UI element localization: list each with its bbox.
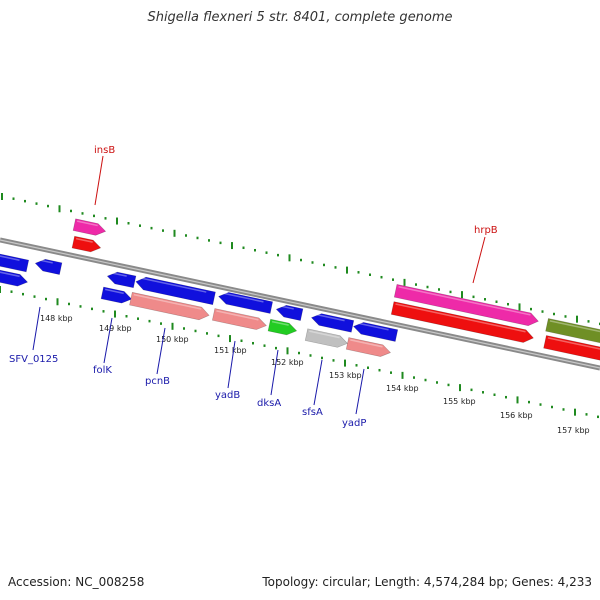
gene-label-SFV_0125[interactable]: SFV_0125 bbox=[9, 354, 58, 365]
gene-blue-3[interactable] bbox=[275, 303, 304, 321]
gene-sfsA-grey[interactable] bbox=[304, 328, 349, 349]
kbp-label-149: 149 kbp bbox=[99, 324, 132, 333]
gene-salmon-2-highlight bbox=[216, 310, 259, 321]
gene-hrpB-pink[interactable] bbox=[393, 284, 539, 327]
leader-yadP bbox=[355, 368, 365, 415]
kbp-label-151: 151 kbp bbox=[214, 346, 247, 355]
genome-summary-text: Topology: circular; Length: 4,574,284 bp… bbox=[262, 575, 592, 589]
gene-insB-pink[interactable] bbox=[72, 218, 107, 237]
gene-label-pcnB[interactable]: pcnB bbox=[145, 376, 170, 387]
gene-hrpB-pink-highlight bbox=[398, 286, 531, 316]
inner-tick-row bbox=[0, 286, 599, 419]
gene-yadB-top[interactable] bbox=[217, 290, 274, 314]
gene-olive-highlight bbox=[549, 320, 600, 338]
gene-red-right[interactable] bbox=[543, 335, 600, 366]
gene-sfsA-grey-highlight bbox=[309, 330, 340, 339]
gene-salmon-3[interactable] bbox=[345, 337, 392, 359]
gene-insB-red-highlight bbox=[75, 237, 93, 243]
gene-blue-SFV[interactable] bbox=[34, 257, 63, 275]
gene-insB-pink-highlight bbox=[76, 220, 98, 227]
outer-tick-row bbox=[1, 193, 600, 326]
gene-salmon-1-highlight bbox=[133, 293, 202, 310]
gene-dksA[interactable] bbox=[267, 318, 298, 337]
kbp-label-148: 148 kbp bbox=[40, 314, 73, 323]
gene-olive[interactable] bbox=[545, 318, 600, 349]
gene-red-right-highlight bbox=[547, 337, 600, 355]
kbp-label-153: 153 kbp bbox=[329, 371, 362, 380]
leader-dksA bbox=[270, 349, 279, 396]
kbp-label-152: 152 kbp bbox=[271, 358, 304, 367]
gene-folK-bottom-highlight bbox=[104, 288, 124, 295]
gene-blue-left-1-highlight bbox=[0, 251, 20, 261]
gene-insB-red[interactable] bbox=[71, 235, 102, 254]
gene-label-folK[interactable]: folK bbox=[93, 365, 112, 376]
kbp-label-154: 154 kbp bbox=[386, 384, 419, 393]
gene-label-sfsA[interactable]: sfsA bbox=[302, 407, 323, 418]
gene-pcnB-top-highlight bbox=[138, 276, 207, 293]
gene-blue-left-2-highlight bbox=[0, 269, 20, 278]
leader-sfsA bbox=[313, 359, 323, 406]
gene-label-hrpB[interactable]: hrpB bbox=[474, 225, 498, 236]
gene-sfsA-top[interactable] bbox=[310, 312, 355, 333]
genome-backbone-highlight bbox=[0, 239, 600, 369]
gene-blue-left-1[interactable] bbox=[0, 250, 30, 273]
map-title: Shigella flexneri 5 str. 8401, complete … bbox=[147, 10, 453, 25]
gene-pcnB-top[interactable] bbox=[135, 275, 216, 306]
gene-label-insB[interactable]: insB bbox=[94, 145, 115, 156]
kbp-label-157: 157 kbp bbox=[557, 426, 590, 435]
kbp-label-150: 150 kbp bbox=[156, 335, 189, 344]
gene-hrpB-red[interactable] bbox=[390, 301, 535, 345]
leader-pcnB bbox=[156, 327, 166, 375]
gene-label-yadB[interactable]: yadB bbox=[215, 390, 240, 401]
gene-salmon-3-highlight bbox=[350, 339, 383, 348]
gene-salmon-2[interactable] bbox=[211, 308, 267, 331]
kbp-labels: 148 kbp 149 kbp 150 kbp 151 kbp 152 kbp … bbox=[40, 314, 590, 435]
leader-hrpB bbox=[472, 236, 486, 284]
gene-label-yadP[interactable]: yadP bbox=[342, 418, 366, 429]
leader-yadB bbox=[227, 340, 236, 389]
gene-blue-left-2[interactable] bbox=[0, 267, 29, 288]
gene-yadP-top-highlight bbox=[356, 322, 389, 331]
gene-hrpB-red-highlight bbox=[395, 303, 526, 333]
gene-dksA-highlight bbox=[271, 320, 289, 326]
leader-folK bbox=[103, 317, 113, 364]
gene-features bbox=[0, 218, 600, 366]
gene-label-dksA[interactable]: dksA bbox=[257, 398, 281, 409]
gene-labels: insB hrpB SFV_0125 folK pcnB yadB dksA s… bbox=[9, 145, 498, 429]
gene-sfsA-top-highlight bbox=[314, 313, 345, 322]
gene-folK-bottom[interactable] bbox=[100, 286, 133, 305]
gene-folK-top-highlight bbox=[109, 271, 127, 277]
gene-blue-3-highlight bbox=[278, 305, 294, 310]
kbp-label-155: 155 kbp bbox=[443, 397, 476, 406]
gene-blue-SFV-highlight bbox=[37, 259, 53, 264]
kbp-label-156: 156 kbp bbox=[500, 411, 533, 420]
label-leaders bbox=[32, 155, 486, 415]
accession-text: Accession: NC_008258 bbox=[8, 575, 145, 589]
gene-yadB-top-highlight bbox=[221, 292, 264, 303]
gene-salmon-1[interactable] bbox=[129, 291, 211, 321]
leader-SFV_0125 bbox=[32, 306, 41, 351]
gene-yadP-top[interactable] bbox=[352, 321, 399, 342]
gene-folK-top[interactable] bbox=[106, 270, 137, 289]
leader-insB bbox=[94, 155, 104, 206]
